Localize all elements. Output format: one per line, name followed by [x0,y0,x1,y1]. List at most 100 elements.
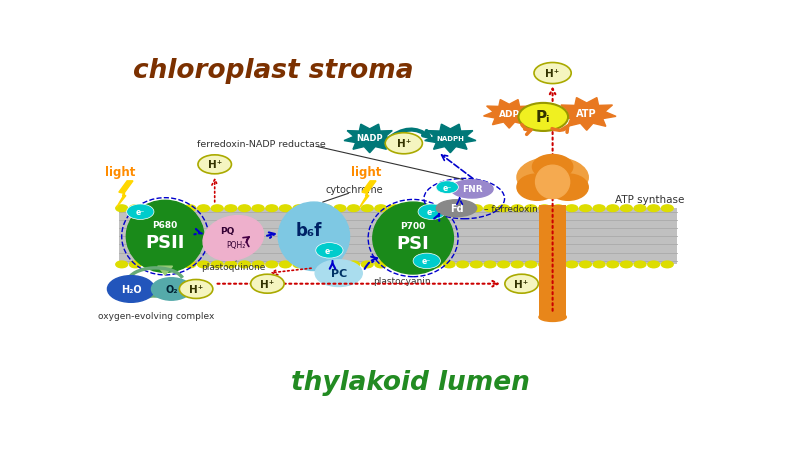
Text: PSII: PSII [146,233,185,251]
Circle shape [143,262,155,268]
Circle shape [362,205,373,212]
Circle shape [211,262,223,268]
Circle shape [430,205,442,212]
Circle shape [170,205,182,212]
Circle shape [457,205,469,212]
Ellipse shape [278,202,350,271]
Text: – ferredoxin: – ferredoxin [485,204,538,213]
Text: H⁺: H⁺ [514,279,529,289]
Circle shape [184,205,196,212]
Ellipse shape [203,216,263,261]
Circle shape [525,205,537,212]
Circle shape [634,262,646,268]
Circle shape [179,280,213,299]
Text: e⁻: e⁻ [427,208,436,217]
Circle shape [416,262,428,268]
Circle shape [279,262,291,268]
Circle shape [252,262,264,268]
Circle shape [250,275,284,293]
Circle shape [211,205,223,212]
Circle shape [538,205,550,212]
Circle shape [151,278,191,301]
Circle shape [552,262,564,268]
Ellipse shape [517,175,558,201]
Circle shape [375,262,386,268]
Text: ATP synthase: ATP synthase [614,195,684,205]
Circle shape [418,205,446,220]
Circle shape [116,205,127,212]
Circle shape [498,262,510,268]
Circle shape [316,243,343,258]
Circle shape [238,262,250,268]
Circle shape [107,276,154,303]
Circle shape [484,205,496,212]
Ellipse shape [548,175,588,201]
Ellipse shape [517,158,588,198]
Circle shape [225,262,237,268]
Circle shape [436,182,458,194]
Circle shape [413,253,440,269]
Circle shape [648,205,659,212]
Circle shape [538,262,550,268]
Polygon shape [117,182,133,208]
Circle shape [621,205,632,212]
Circle shape [470,262,482,268]
Circle shape [511,205,523,212]
Ellipse shape [126,201,204,273]
Circle shape [143,205,155,212]
Circle shape [116,262,127,268]
Circle shape [266,205,278,212]
Circle shape [306,205,318,212]
Circle shape [648,262,659,268]
Circle shape [334,262,346,268]
Ellipse shape [451,180,493,198]
Circle shape [389,262,400,268]
Ellipse shape [535,166,570,199]
Circle shape [443,205,455,212]
Text: PC: PC [330,268,347,278]
Circle shape [184,262,196,268]
Circle shape [198,205,210,212]
Circle shape [402,262,414,268]
Circle shape [579,262,591,268]
Polygon shape [359,182,376,208]
Text: ATP: ATP [576,109,597,119]
Circle shape [525,262,537,268]
Circle shape [634,205,646,212]
Text: NADP: NADP [356,134,383,143]
FancyBboxPatch shape [539,205,566,267]
Text: light: light [351,166,382,178]
Text: plastoquinone: plastoquinone [201,262,266,271]
Circle shape [662,262,673,268]
Text: b₆f: b₆f [296,222,322,239]
Text: e⁻: e⁻ [325,246,334,255]
Text: P680: P680 [153,220,178,229]
Circle shape [484,262,496,268]
Circle shape [321,205,332,212]
Ellipse shape [373,202,454,274]
Circle shape [315,260,362,287]
Circle shape [293,205,305,212]
Text: e⁻: e⁻ [442,183,452,192]
Circle shape [225,205,237,212]
Text: P700: P700 [401,222,426,231]
Circle shape [621,262,632,268]
Polygon shape [425,125,476,153]
Text: PQH₂: PQH₂ [226,240,246,249]
Text: NADPH: NADPH [436,136,464,142]
Circle shape [566,262,578,268]
Text: cytochrome: cytochrome [326,184,383,194]
Circle shape [279,205,291,212]
Circle shape [443,262,455,268]
Text: Pᵢ: Pᵢ [536,110,550,125]
Circle shape [321,262,332,268]
Circle shape [293,262,305,268]
Text: chloroplast stroma: chloroplast stroma [134,57,414,83]
Circle shape [170,262,182,268]
Circle shape [266,262,278,268]
Text: ferredoxin-NADP reductase: ferredoxin-NADP reductase [197,139,326,148]
FancyBboxPatch shape [118,209,677,265]
Circle shape [607,262,618,268]
Circle shape [594,205,605,212]
Circle shape [198,262,210,268]
